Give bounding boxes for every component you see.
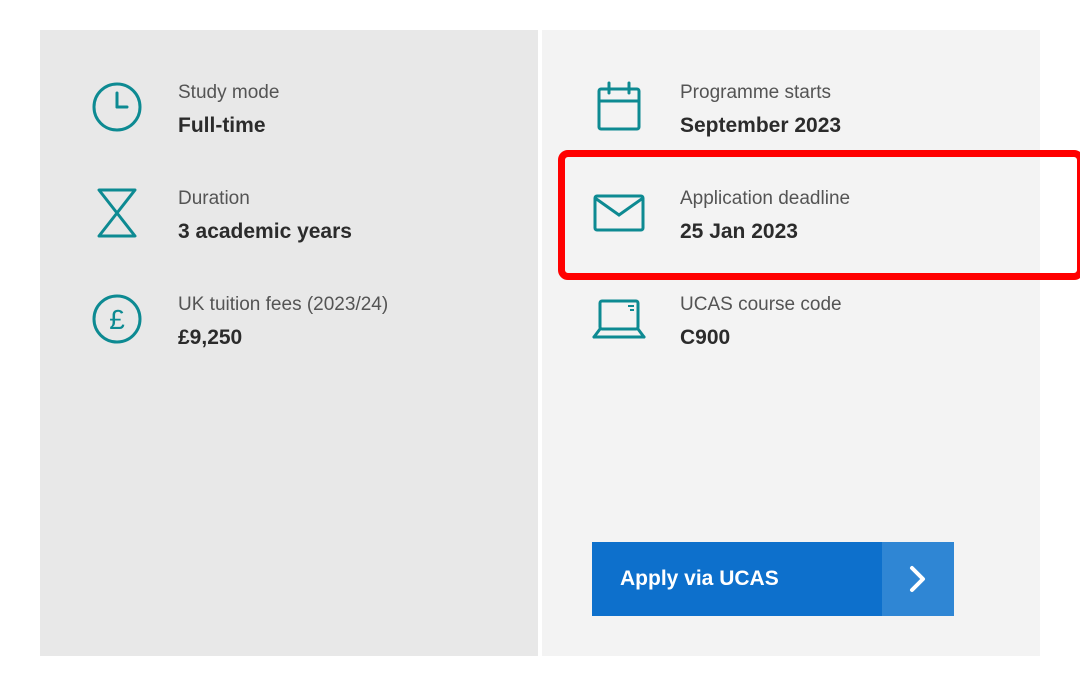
tuition-value: £9,250 (178, 326, 388, 350)
tuition-label: UK tuition fees (2023/24) (178, 294, 388, 316)
info-column-right: Programme starts September 2023 Applicat… (542, 30, 1040, 656)
programme-starts-item: Programme starts September 2023 (592, 80, 1000, 138)
duration-item: Duration 3 academic years (90, 186, 498, 244)
svg-text:£: £ (109, 304, 125, 335)
ucas-code-label: UCAS course code (680, 294, 842, 316)
study-mode-item: Study mode Full-time (90, 80, 498, 138)
programme-starts-value: September 2023 (680, 114, 841, 138)
hourglass-icon (90, 186, 144, 240)
application-deadline-item: Application deadline 25 Jan 2023 (592, 186, 1000, 244)
apply-button-label: Apply via UCAS (592, 542, 882, 616)
study-mode-label: Study mode (178, 82, 279, 104)
application-deadline-label: Application deadline (680, 188, 850, 210)
laptop-icon (592, 292, 646, 346)
chevron-right-icon (882, 542, 954, 616)
tuition-item: £ UK tuition fees (2023/24) £9,250 (90, 292, 498, 350)
study-mode-value: Full-time (178, 114, 279, 138)
ucas-code-value: C900 (680, 326, 842, 350)
duration-value: 3 academic years (178, 220, 352, 244)
pound-icon: £ (90, 292, 144, 346)
envelope-icon (592, 186, 646, 240)
clock-icon (90, 80, 144, 134)
apply-via-ucas-button[interactable]: Apply via UCAS (592, 542, 954, 616)
duration-label: Duration (178, 188, 352, 210)
info-column-left: Study mode Full-time Duration 3 academic… (40, 30, 538, 656)
ucas-code-item: UCAS course code C900 (592, 292, 1000, 350)
programme-starts-label: Programme starts (680, 82, 841, 104)
calendar-icon (592, 80, 646, 134)
course-info-panel: Study mode Full-time Duration 3 academic… (0, 0, 1080, 686)
application-deadline-value: 25 Jan 2023 (680, 220, 850, 244)
